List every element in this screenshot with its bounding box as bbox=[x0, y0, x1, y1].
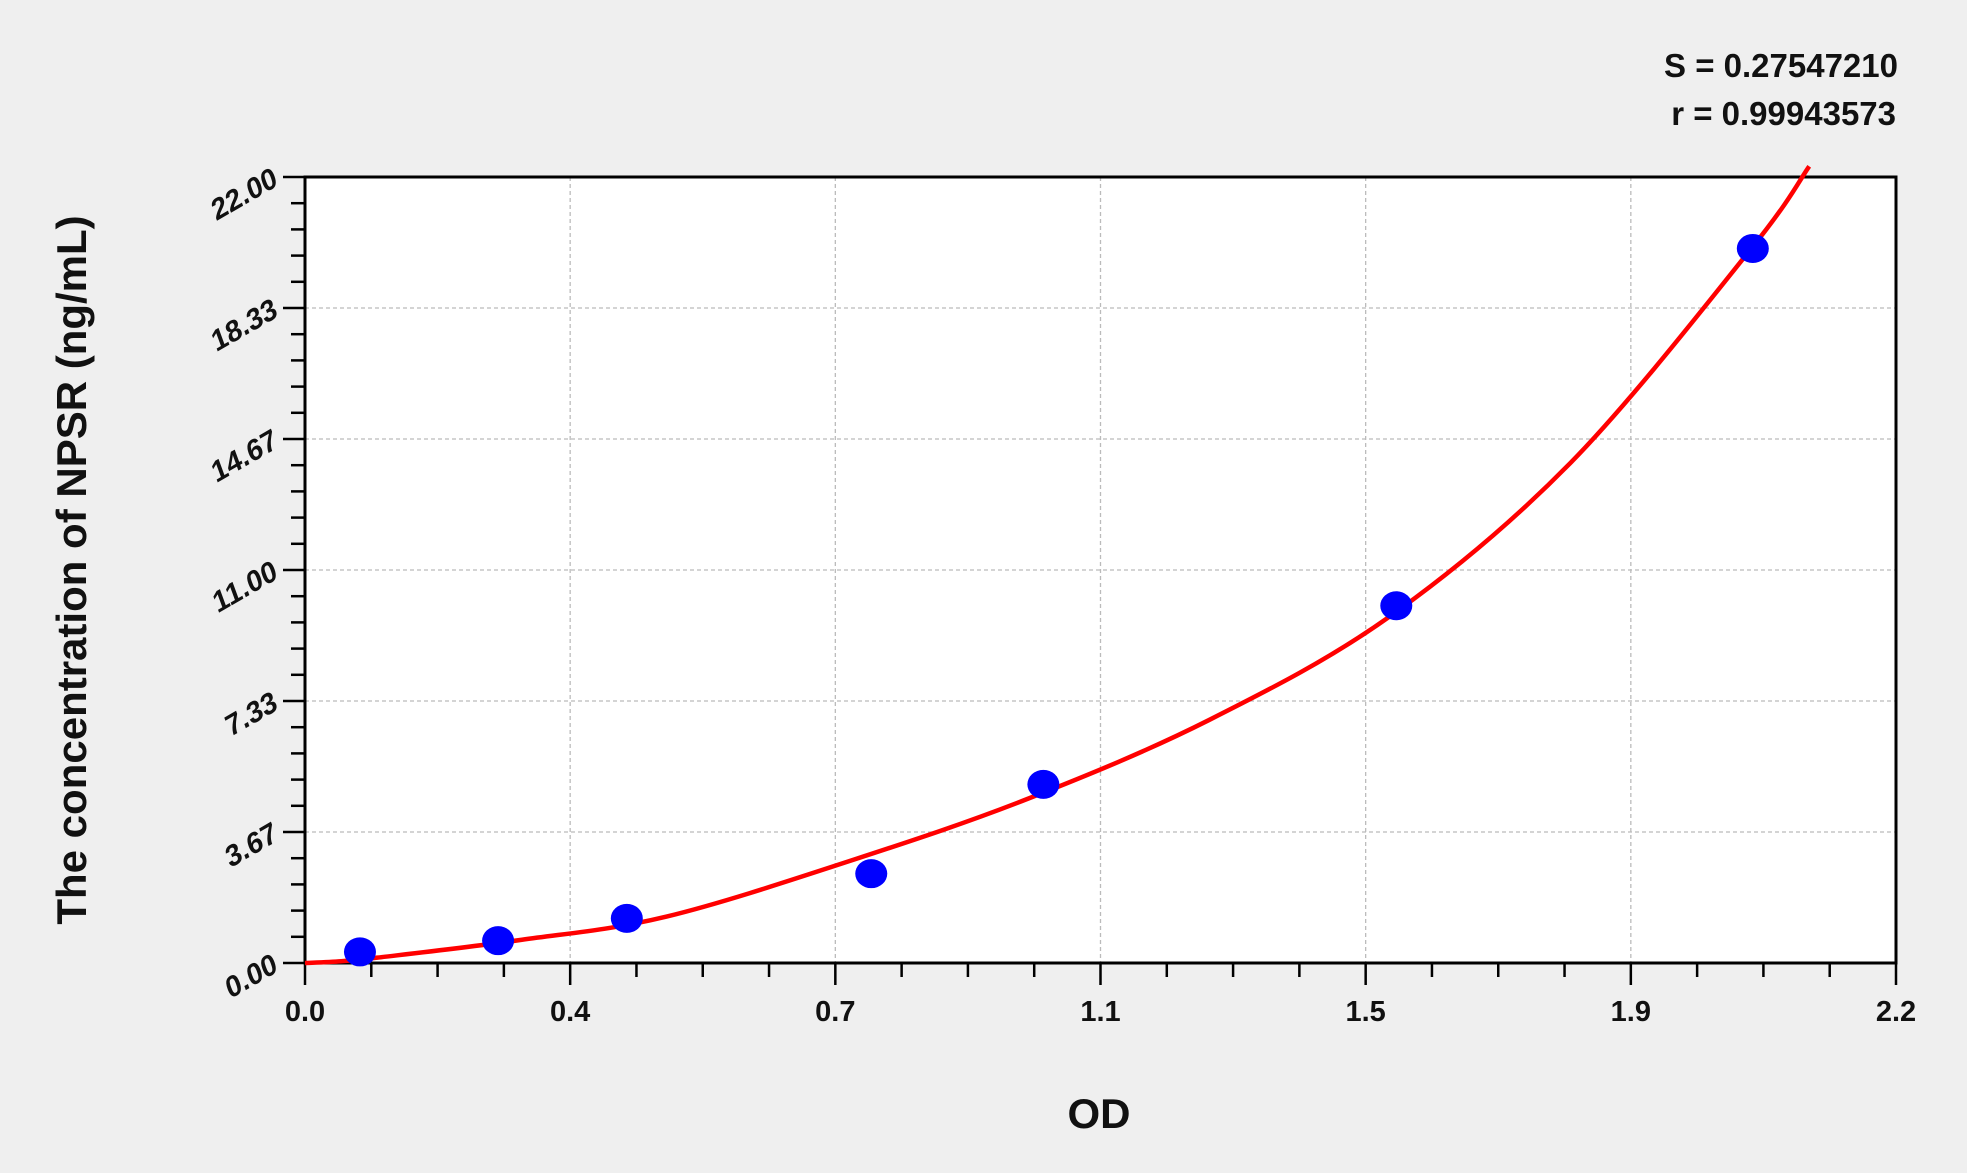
data-point bbox=[1027, 769, 1060, 799]
minor-ticks bbox=[283, 175, 1898, 985]
x-tick-label: 0.0 bbox=[285, 996, 325, 1028]
plot-border bbox=[303, 175, 1898, 965]
data-point bbox=[855, 859, 888, 889]
y-tick-label: 7.33 bbox=[222, 685, 282, 744]
y-tick-label: 0.00 bbox=[222, 947, 282, 1006]
fit-curve bbox=[304, 164, 1812, 966]
data-point bbox=[1736, 233, 1769, 263]
data-point bbox=[1380, 591, 1413, 621]
stat-s: S = 0.27547210 bbox=[1664, 47, 1898, 84]
x-tick-labels: 0.0 0.4 0.7 1.1 1.5 1.9 2.2 bbox=[285, 996, 1916, 1028]
x-tick-label: 0.4 bbox=[550, 996, 590, 1028]
y-axis-title: The concentration of NPSR (ng/mL) bbox=[48, 215, 95, 924]
data-point bbox=[343, 937, 376, 967]
grid-lines bbox=[305, 177, 1896, 963]
y-tick-labels: 0.00 3.67 7.33 11.00 14.67 18.33 22.00 bbox=[208, 161, 282, 1006]
x-tick-label: 1.1 bbox=[1080, 996, 1120, 1028]
data-point bbox=[610, 903, 643, 933]
x-tick-label: 1.9 bbox=[1611, 996, 1651, 1028]
data-points bbox=[343, 233, 1769, 967]
x-axis-title: OD bbox=[1068, 1090, 1131, 1137]
x-tick-label: 0.7 bbox=[815, 996, 855, 1028]
x-tick-label: 1.5 bbox=[1346, 996, 1386, 1028]
stat-r: r = 0.99943573 bbox=[1671, 95, 1896, 132]
y-tick-label: 14.67 bbox=[208, 423, 282, 490]
x-tick-label: 2.2 bbox=[1876, 996, 1916, 1028]
y-tick-label: 11.00 bbox=[209, 554, 281, 620]
y-tick-label: 3.67 bbox=[222, 816, 282, 875]
y-tick-label: 18.33 bbox=[208, 292, 282, 359]
y-tick-label: 22.00 bbox=[208, 161, 282, 228]
data-point bbox=[482, 926, 515, 956]
